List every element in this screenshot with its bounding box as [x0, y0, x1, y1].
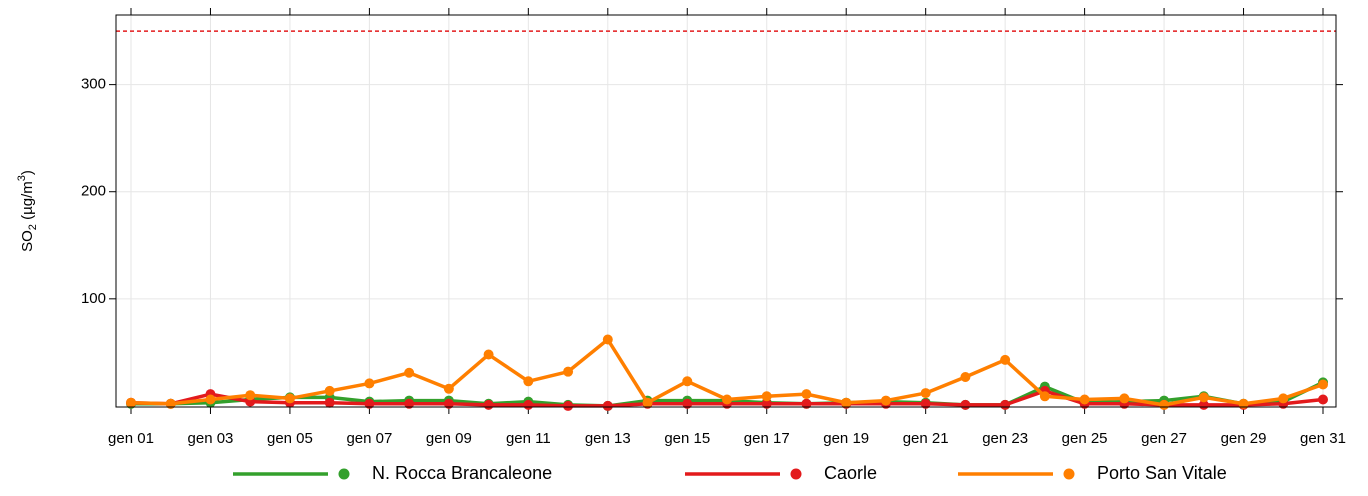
- data-point: [1039, 391, 1050, 402]
- data-point: [642, 397, 653, 408]
- data-point: [1000, 399, 1011, 410]
- legend-marker: [338, 468, 350, 480]
- data-point: [1079, 394, 1090, 405]
- legend-label: Porto San Vitale: [1097, 463, 1227, 483]
- data-point: [443, 398, 454, 409]
- x-tick-label: gen 29: [1221, 430, 1267, 447]
- x-tick-label: gen 05: [267, 430, 313, 447]
- legend-label: N. Rocca Brancaleone: [372, 463, 552, 483]
- data-point: [284, 393, 295, 404]
- data-point: [1318, 394, 1328, 405]
- data-point: [841, 397, 852, 408]
- data-point: [801, 398, 812, 409]
- x-tick-label: gen 13: [585, 430, 631, 447]
- data-point: [483, 349, 494, 360]
- x-tick-label: gen 23: [982, 430, 1028, 447]
- data-point: [324, 385, 335, 396]
- data-point: [960, 399, 971, 410]
- y-tick-label: 200: [81, 183, 106, 200]
- data-point: [1119, 393, 1130, 404]
- x-tick-label: gen 15: [664, 430, 710, 447]
- data-point: [880, 395, 891, 406]
- data-point: [126, 397, 136, 408]
- x-tick-label: gen 11: [506, 430, 551, 447]
- x-tick-label: gen 03: [188, 430, 234, 447]
- data-point: [1000, 354, 1011, 365]
- data-point: [960, 372, 971, 383]
- x-tick-label: gen 27: [1141, 430, 1187, 447]
- data-point: [205, 394, 216, 405]
- x-tick-label: gen 19: [823, 430, 869, 447]
- x-tick-label: gen 07: [346, 430, 392, 447]
- data-point: [602, 400, 613, 411]
- x-tick-label: gen 01: [108, 430, 154, 447]
- legend-label: Caorle: [824, 463, 877, 483]
- data-point: [1198, 392, 1209, 403]
- data-point: [801, 389, 812, 400]
- data-point: [324, 397, 335, 408]
- data-point: [602, 334, 613, 345]
- y-tick-label: 100: [81, 290, 106, 307]
- data-point: [364, 398, 375, 409]
- data-point: [761, 391, 772, 402]
- plot-frame: [115, 14, 1337, 408]
- data-point: [722, 394, 732, 405]
- data-point: [523, 399, 534, 410]
- data-point: [165, 398, 176, 409]
- legend-marker: [790, 468, 802, 480]
- x-tick-label: gen 21: [903, 430, 949, 447]
- data-point: [443, 383, 454, 394]
- legend-marker: [1063, 468, 1075, 480]
- x-tick-label: gen 17: [744, 430, 790, 447]
- data-point: [245, 390, 256, 401]
- data-point: [483, 399, 494, 410]
- data-point: [404, 367, 415, 378]
- data-point: [364, 378, 375, 389]
- data-point: [1159, 399, 1170, 410]
- data-point: [523, 376, 534, 387]
- y-axis-label: SO2 (µg/m3): [16, 170, 39, 252]
- x-tick-label: gen 31: [1300, 430, 1346, 447]
- data-point: [761, 398, 772, 409]
- data-point: [563, 366, 574, 377]
- x-tick-label: gen 09: [426, 430, 472, 447]
- x-tick-label: gen 25: [1062, 430, 1108, 447]
- data-point: [563, 400, 574, 411]
- data-point: [1238, 398, 1249, 409]
- data-point: [682, 376, 693, 387]
- data-point: [1278, 393, 1289, 404]
- data-point: [920, 388, 931, 399]
- data-point: [920, 398, 931, 409]
- y-tick-label: 300: [81, 76, 106, 93]
- data-point: [1318, 379, 1328, 390]
- data-point: [404, 398, 415, 409]
- data-point: [682, 398, 693, 409]
